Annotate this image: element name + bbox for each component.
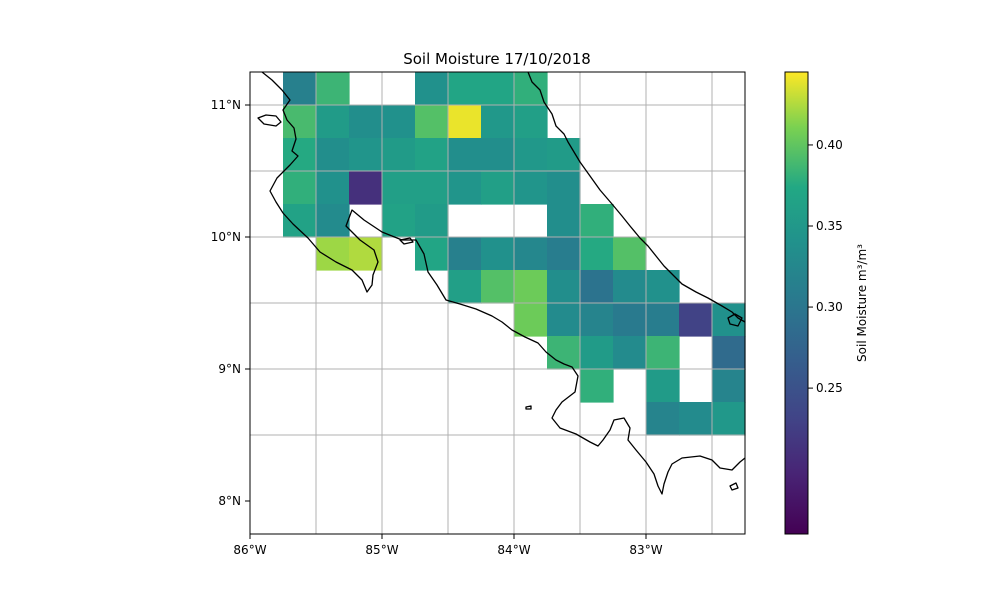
heatmap-cell	[448, 105, 482, 139]
heatmap-cell	[514, 237, 548, 271]
y-tick-label: 9°N	[218, 362, 241, 376]
heatmap-cell	[481, 237, 515, 271]
heatmap-cell	[283, 171, 317, 205]
heatmap-cell	[382, 105, 416, 139]
coastline	[257, 71, 746, 495]
heatmap-cell	[712, 402, 746, 436]
gridlines	[250, 72, 745, 534]
heatmap-cell	[415, 237, 449, 271]
heatmap-cell	[514, 72, 548, 106]
y-axis-ticks: 8°N 9°N 10°N 11°N	[211, 98, 250, 508]
y-tick-label: 8°N	[218, 494, 241, 508]
heatmap-cell	[646, 369, 680, 403]
heatmap-cell	[580, 303, 614, 337]
heatmap-cell	[580, 237, 614, 271]
heatmap-cell	[580, 336, 614, 370]
heatmap-cell	[448, 237, 482, 271]
heatmap-cell	[679, 303, 713, 337]
colorbar-label: Soil Moisture m³/m³	[855, 244, 869, 362]
heatmap-cell	[514, 105, 548, 139]
coastline-gulf-islands	[399, 237, 414, 245]
chart-title: Soil Moisture 17/10/2018	[403, 50, 591, 68]
heatmap-cell	[481, 171, 515, 205]
colorbar-tick-label: 0.25	[816, 381, 843, 395]
heatmap-cell	[547, 303, 581, 337]
colorbar-gradient	[784, 71, 809, 535]
x-tick-label: 85°W	[365, 543, 398, 557]
heatmap-cell	[712, 336, 746, 370]
heatmap-cell	[580, 369, 614, 403]
heatmap-cell	[712, 369, 746, 403]
heatmap-cells	[283, 72, 746, 436]
heatmap-cell	[514, 270, 548, 304]
heatmap-cell	[382, 171, 416, 205]
y-tick-label: 10°N	[211, 230, 241, 244]
coastline-island-cano	[525, 405, 532, 410]
heatmap-cell	[514, 138, 548, 172]
heatmap-cell	[349, 237, 383, 271]
heatmap-cell	[382, 204, 416, 238]
coastline-bocas-islands	[727, 313, 743, 327]
colorbar: 0.25 0.30 0.35 0.40 Soil Moisture m³/m³	[784, 71, 869, 535]
heatmap-cell	[646, 402, 680, 436]
heatmap-cell	[679, 402, 713, 436]
coastline-island-coiba	[729, 482, 739, 491]
heatmap-cell	[481, 72, 515, 106]
colorbar-ticks: 0.25 0.30 0.35 0.40	[808, 138, 843, 395]
y-tick-label: 11°N	[211, 98, 241, 112]
heatmap-cell	[448, 270, 482, 304]
heatmap-cell	[646, 303, 680, 337]
heatmap-cell	[613, 303, 647, 337]
heatmap-cell	[316, 237, 350, 271]
heatmap-cell	[283, 204, 317, 238]
heatmap-cell	[580, 204, 614, 238]
heatmap-cell	[448, 138, 482, 172]
x-axis-ticks: 86°W 85°W 84°W 83°W	[233, 534, 663, 557]
colorbar-tick-label: 0.35	[816, 219, 843, 233]
colorbar-tick-label: 0.40	[816, 138, 843, 152]
heatmap-cell	[415, 138, 449, 172]
heatmap-cell	[316, 138, 350, 172]
heatmap-cell	[349, 105, 383, 139]
heatmap-cell	[514, 303, 548, 337]
coastline-caribbean	[527, 71, 746, 323]
heatmap-cell	[415, 72, 449, 106]
coastline-nicaragua-lake	[257, 114, 282, 127]
map-axes: 86°W 85°W 84°W 83°W 8°N 9°N 10°N 11°N	[211, 71, 746, 557]
heatmap-cell	[613, 237, 647, 271]
heatmap-cell	[613, 336, 647, 370]
heatmap-cell	[448, 72, 482, 106]
heatmap-cell	[316, 171, 350, 205]
heatmap-cell	[613, 270, 647, 304]
heatmap-cell	[481, 138, 515, 172]
heatmap-cell	[646, 336, 680, 370]
heatmap-cell	[415, 105, 449, 139]
heatmap-cell	[415, 204, 449, 238]
heatmap-cell	[514, 171, 548, 205]
heatmap-cell	[349, 138, 383, 172]
map-frame	[249, 71, 746, 535]
heatmap-cell	[448, 171, 482, 205]
heatmap-cell	[547, 171, 581, 205]
x-tick-label: 84°W	[497, 543, 530, 557]
x-tick-label: 83°W	[629, 543, 662, 557]
heatmap-cell	[547, 204, 581, 238]
x-tick-label: 86°W	[233, 543, 266, 557]
heatmap-cell	[283, 72, 317, 106]
heatmap-cell	[481, 105, 515, 139]
heatmap-cell	[547, 270, 581, 304]
heatmap-cell	[580, 270, 614, 304]
heatmap-cell	[646, 270, 680, 304]
coastline-pacific	[261, 71, 746, 495]
heatmap-cell	[316, 72, 350, 106]
heatmap-cell	[415, 171, 449, 205]
heatmap-cell	[316, 105, 350, 139]
heatmap-cell	[382, 138, 416, 172]
heatmap-cell	[481, 270, 515, 304]
heatmap-cell	[547, 237, 581, 271]
colorbar-tick-label: 0.30	[816, 300, 843, 314]
heatmap-cell	[316, 204, 350, 238]
heatmap-cell	[349, 171, 383, 205]
